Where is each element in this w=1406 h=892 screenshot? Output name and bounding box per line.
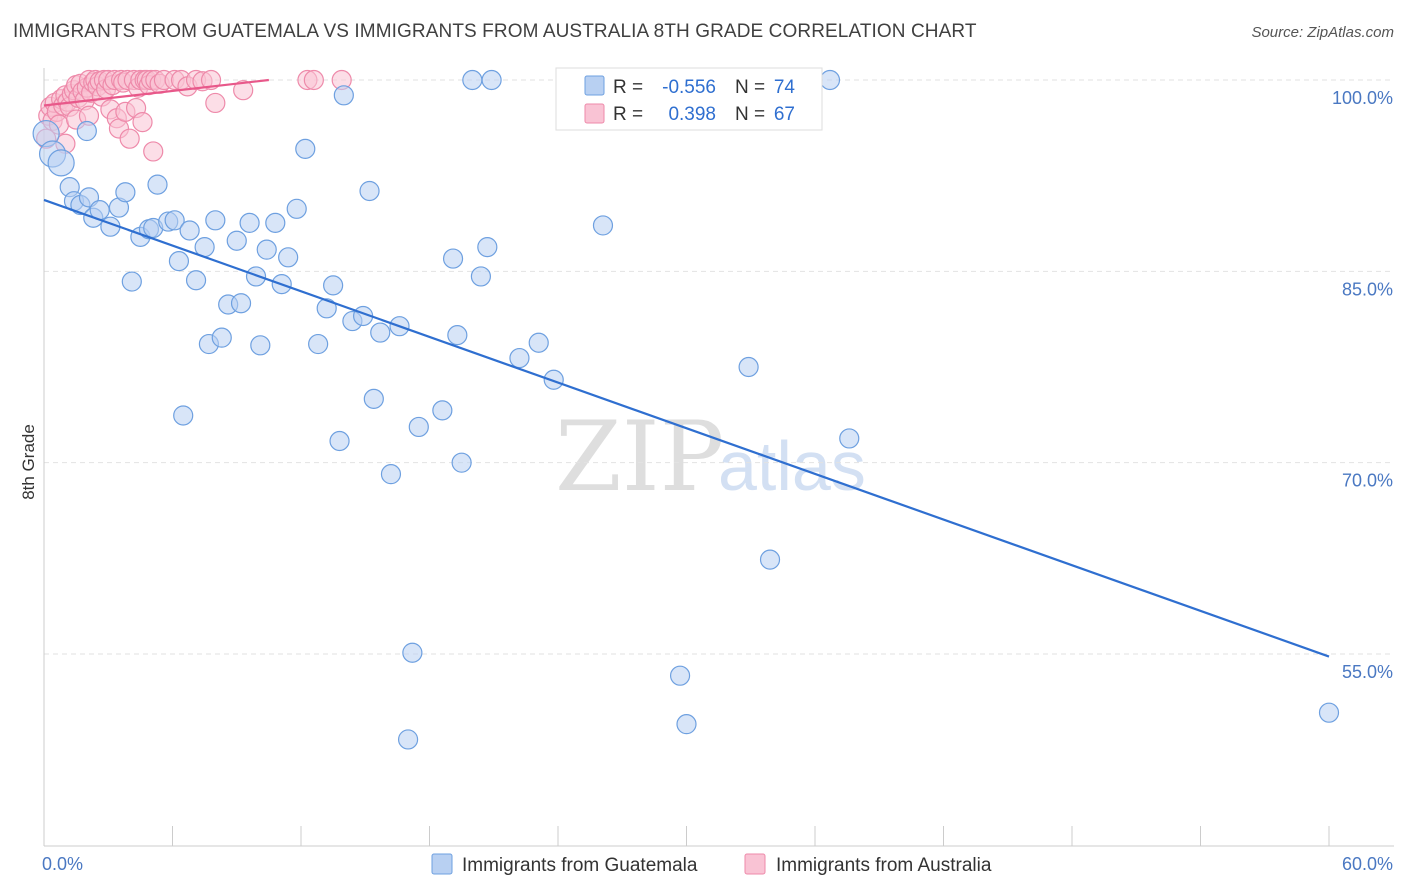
watermark-zip: ZIP: [555, 401, 724, 513]
source-credit: Source: ZipAtlas.com: [1251, 24, 1394, 41]
trend-line-guatemala: [43, 198, 1330, 658]
point-guatemala: [462, 69, 483, 91]
stats-r-label-australia: R =: [613, 104, 643, 125]
point-guatemala: [676, 714, 697, 735]
point-guatemala: [839, 428, 860, 449]
point-guatemala: [329, 430, 350, 452]
y-tick-labels: 100.0% 85.0% 70.0% 55.0%: [1332, 88, 1393, 682]
point-guatemala: [509, 347, 530, 369]
point-guatemala: [256, 239, 277, 260]
point-guatemala: [211, 327, 232, 348]
point-australia: [205, 92, 226, 114]
stats-n-label-guatemala: N =: [735, 77, 765, 98]
trend-line-australia: [43, 78, 269, 107]
y-tick-label: 100.0%: [1332, 88, 1393, 108]
point-guatemala: [115, 182, 136, 203]
point-guatemala: [168, 251, 190, 272]
stats-swatch-australia: [584, 103, 605, 124]
point-guatemala: [738, 356, 759, 378]
point-guatemala: [442, 248, 464, 269]
point-guatemala: [669, 665, 691, 686]
y-tick-label: 70.0%: [1342, 471, 1393, 491]
point-australia: [200, 69, 222, 91]
stats-n-label-australia: N =: [735, 104, 765, 125]
point-guatemala: [147, 174, 168, 195]
point-guatemala: [432, 400, 453, 421]
stats-r-value-australia: 0.398: [668, 104, 716, 125]
series-australia: [36, 69, 352, 162]
y-axis-label: 8th Grade: [19, 424, 38, 500]
stats-n-value-guatemala: 74: [774, 77, 796, 98]
point-guatemala: [47, 149, 75, 177]
point-guatemala: [333, 85, 354, 106]
point-guatemala: [278, 247, 299, 268]
point-australia: [303, 69, 324, 91]
point-guatemala: [286, 198, 307, 219]
point-australia: [233, 80, 254, 101]
point-guatemala: [759, 549, 781, 570]
legend-swatch-guatemala: [431, 853, 453, 875]
stats-r-label-guatemala: R =: [613, 77, 643, 98]
point-guatemala: [380, 464, 402, 485]
legend-label-australia: Immigrants from Australia: [776, 855, 992, 876]
stats-swatch-guatemala: [584, 75, 605, 96]
point-guatemala: [408, 416, 429, 438]
point-guatemala: [316, 298, 337, 319]
trend-lines: [43, 78, 1330, 658]
point-australia: [132, 111, 153, 133]
point-guatemala: [477, 236, 498, 258]
point-guatemala: [205, 210, 226, 231]
point-guatemala: [451, 452, 472, 473]
x-tick-label: 0.0%: [42, 854, 83, 874]
x-tick-labels: 0.0% 60.0%: [42, 854, 1393, 874]
point-guatemala: [295, 138, 316, 159]
y-tick-label: 85.0%: [1342, 279, 1393, 299]
point-guatemala: [397, 729, 419, 750]
point-guatemala: [308, 333, 329, 355]
stats-legend: R = -0.556 N = 74 R = 0.398 N = 67: [555, 67, 823, 131]
point-guatemala: [179, 220, 200, 241]
point-guatemala: [528, 332, 549, 353]
point-guatemala: [819, 69, 841, 91]
chart-title: IMMIGRANTS FROM GUATEMALA VS IMMIGRANTS …: [13, 21, 977, 42]
stats-n-value-australia: 67: [774, 104, 795, 125]
point-guatemala: [164, 210, 185, 231]
point-guatemala: [239, 212, 260, 233]
series-guatemala: [32, 69, 1340, 750]
point-guatemala: [250, 335, 271, 356]
point-guatemala: [1318, 702, 1340, 723]
x-tick-label: 60.0%: [1342, 854, 1393, 874]
point-guatemala: [543, 369, 564, 390]
stats-r-value-guatemala: -0.556: [662, 77, 716, 98]
point-guatemala: [76, 120, 97, 142]
legend-label-guatemala: Immigrants from Guatemala: [462, 855, 698, 876]
watermark: ZIP atlas: [555, 401, 866, 513]
point-australia: [119, 128, 140, 149]
point-guatemala: [245, 266, 267, 287]
gridlines: [44, 79, 1394, 655]
point-guatemala: [265, 212, 286, 233]
point-guatemala: [323, 275, 344, 296]
point-guatemala: [185, 270, 207, 291]
point-guatemala: [121, 271, 142, 292]
point-guatemala: [173, 405, 194, 426]
point-guatemala: [226, 230, 247, 251]
point-guatemala: [359, 180, 380, 202]
point-australia: [143, 141, 164, 162]
point-guatemala: [230, 293, 252, 314]
point-guatemala: [592, 215, 614, 236]
point-guatemala: [470, 266, 491, 287]
bottom-legend: Immigrants from Guatemala Immigrants fro…: [431, 853, 992, 876]
point-guatemala: [402, 642, 423, 663]
legend-swatch-australia: [744, 853, 766, 875]
axes: [43, 68, 1394, 847]
point-guatemala: [363, 388, 384, 409]
point-guatemala: [447, 325, 468, 346]
y-tick-label: 55.0%: [1342, 662, 1393, 682]
point-guatemala: [481, 69, 502, 91]
point-guatemala: [370, 322, 391, 343]
